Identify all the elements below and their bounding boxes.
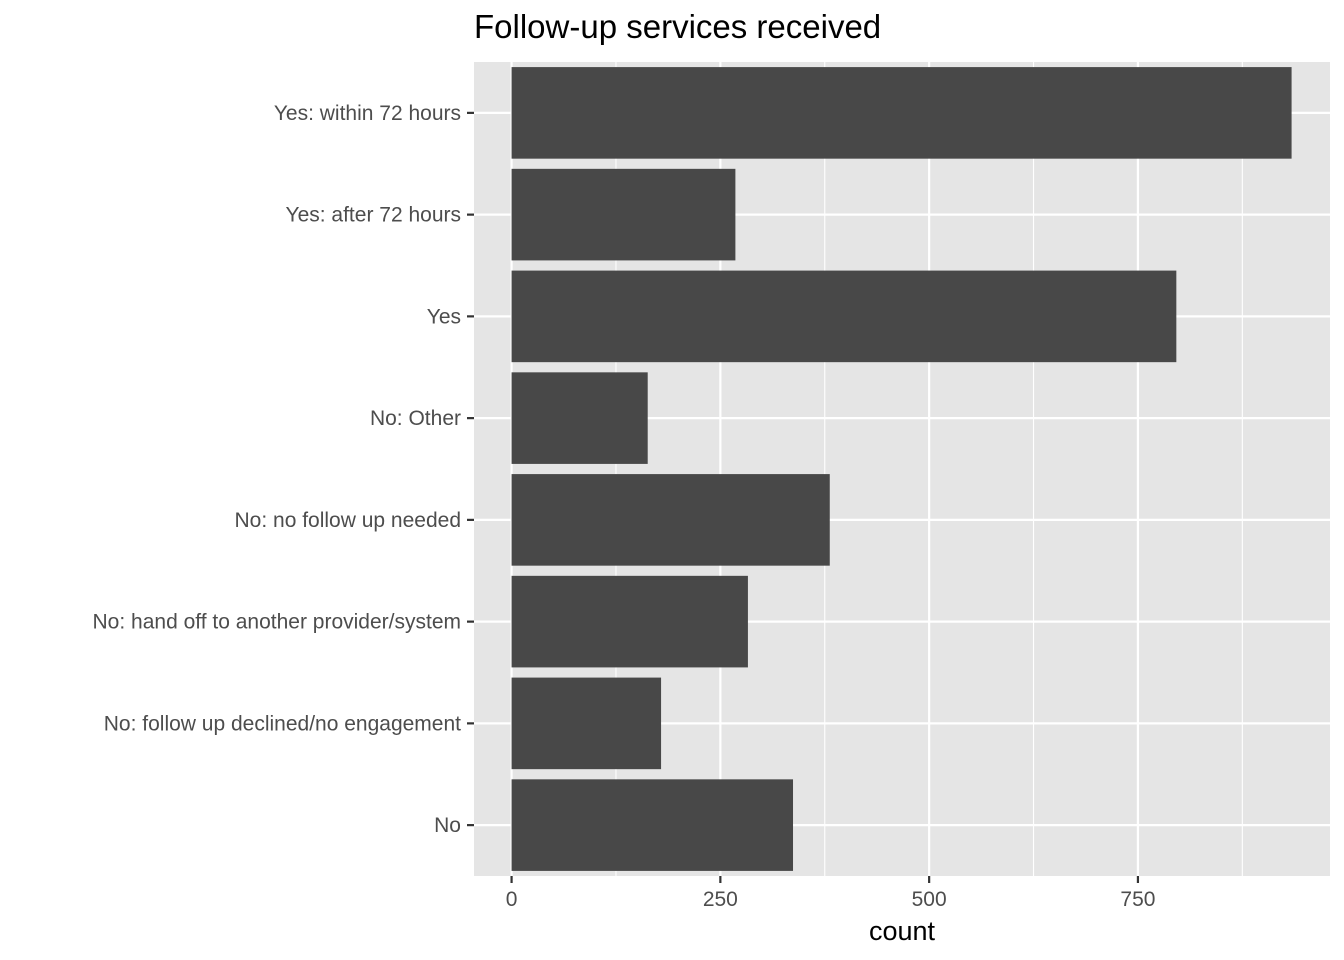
y-tick-label: No: follow up declined/no engagement bbox=[104, 712, 461, 735]
y-tick-label: No: no follow up needed bbox=[235, 509, 462, 532]
y-tick-label: Yes bbox=[427, 305, 461, 328]
y-tick-label: Yes: after 72 hours bbox=[285, 204, 461, 227]
bar bbox=[511, 168, 736, 261]
bar bbox=[511, 270, 1177, 363]
x-tick-label: 750 bbox=[1120, 888, 1155, 911]
bar bbox=[511, 67, 1292, 159]
y-tick-label: No: Other bbox=[370, 407, 461, 430]
chart-title: Follow-up services received bbox=[474, 8, 882, 45]
bar bbox=[511, 474, 830, 566]
bar bbox=[511, 575, 748, 668]
x-axis-title: count bbox=[869, 916, 936, 946]
y-tick-label: Yes: within 72 hours bbox=[274, 102, 461, 125]
bar bbox=[511, 677, 662, 770]
y-axis: Yes: within 72 hours Yes: after 72 hours Y… bbox=[93, 102, 474, 837]
bar bbox=[511, 779, 794, 871]
y-tick-label: No bbox=[434, 814, 461, 837]
bar bbox=[511, 372, 648, 464]
x-tick-label: 0 bbox=[506, 888, 518, 911]
x-axis: 0 250 500 750 bbox=[506, 876, 1155, 911]
x-tick-label: 250 bbox=[703, 888, 738, 911]
x-tick-label: 500 bbox=[912, 888, 947, 911]
bars bbox=[511, 67, 1292, 871]
y-tick-label: No: hand off to another provider/system bbox=[93, 611, 461, 634]
